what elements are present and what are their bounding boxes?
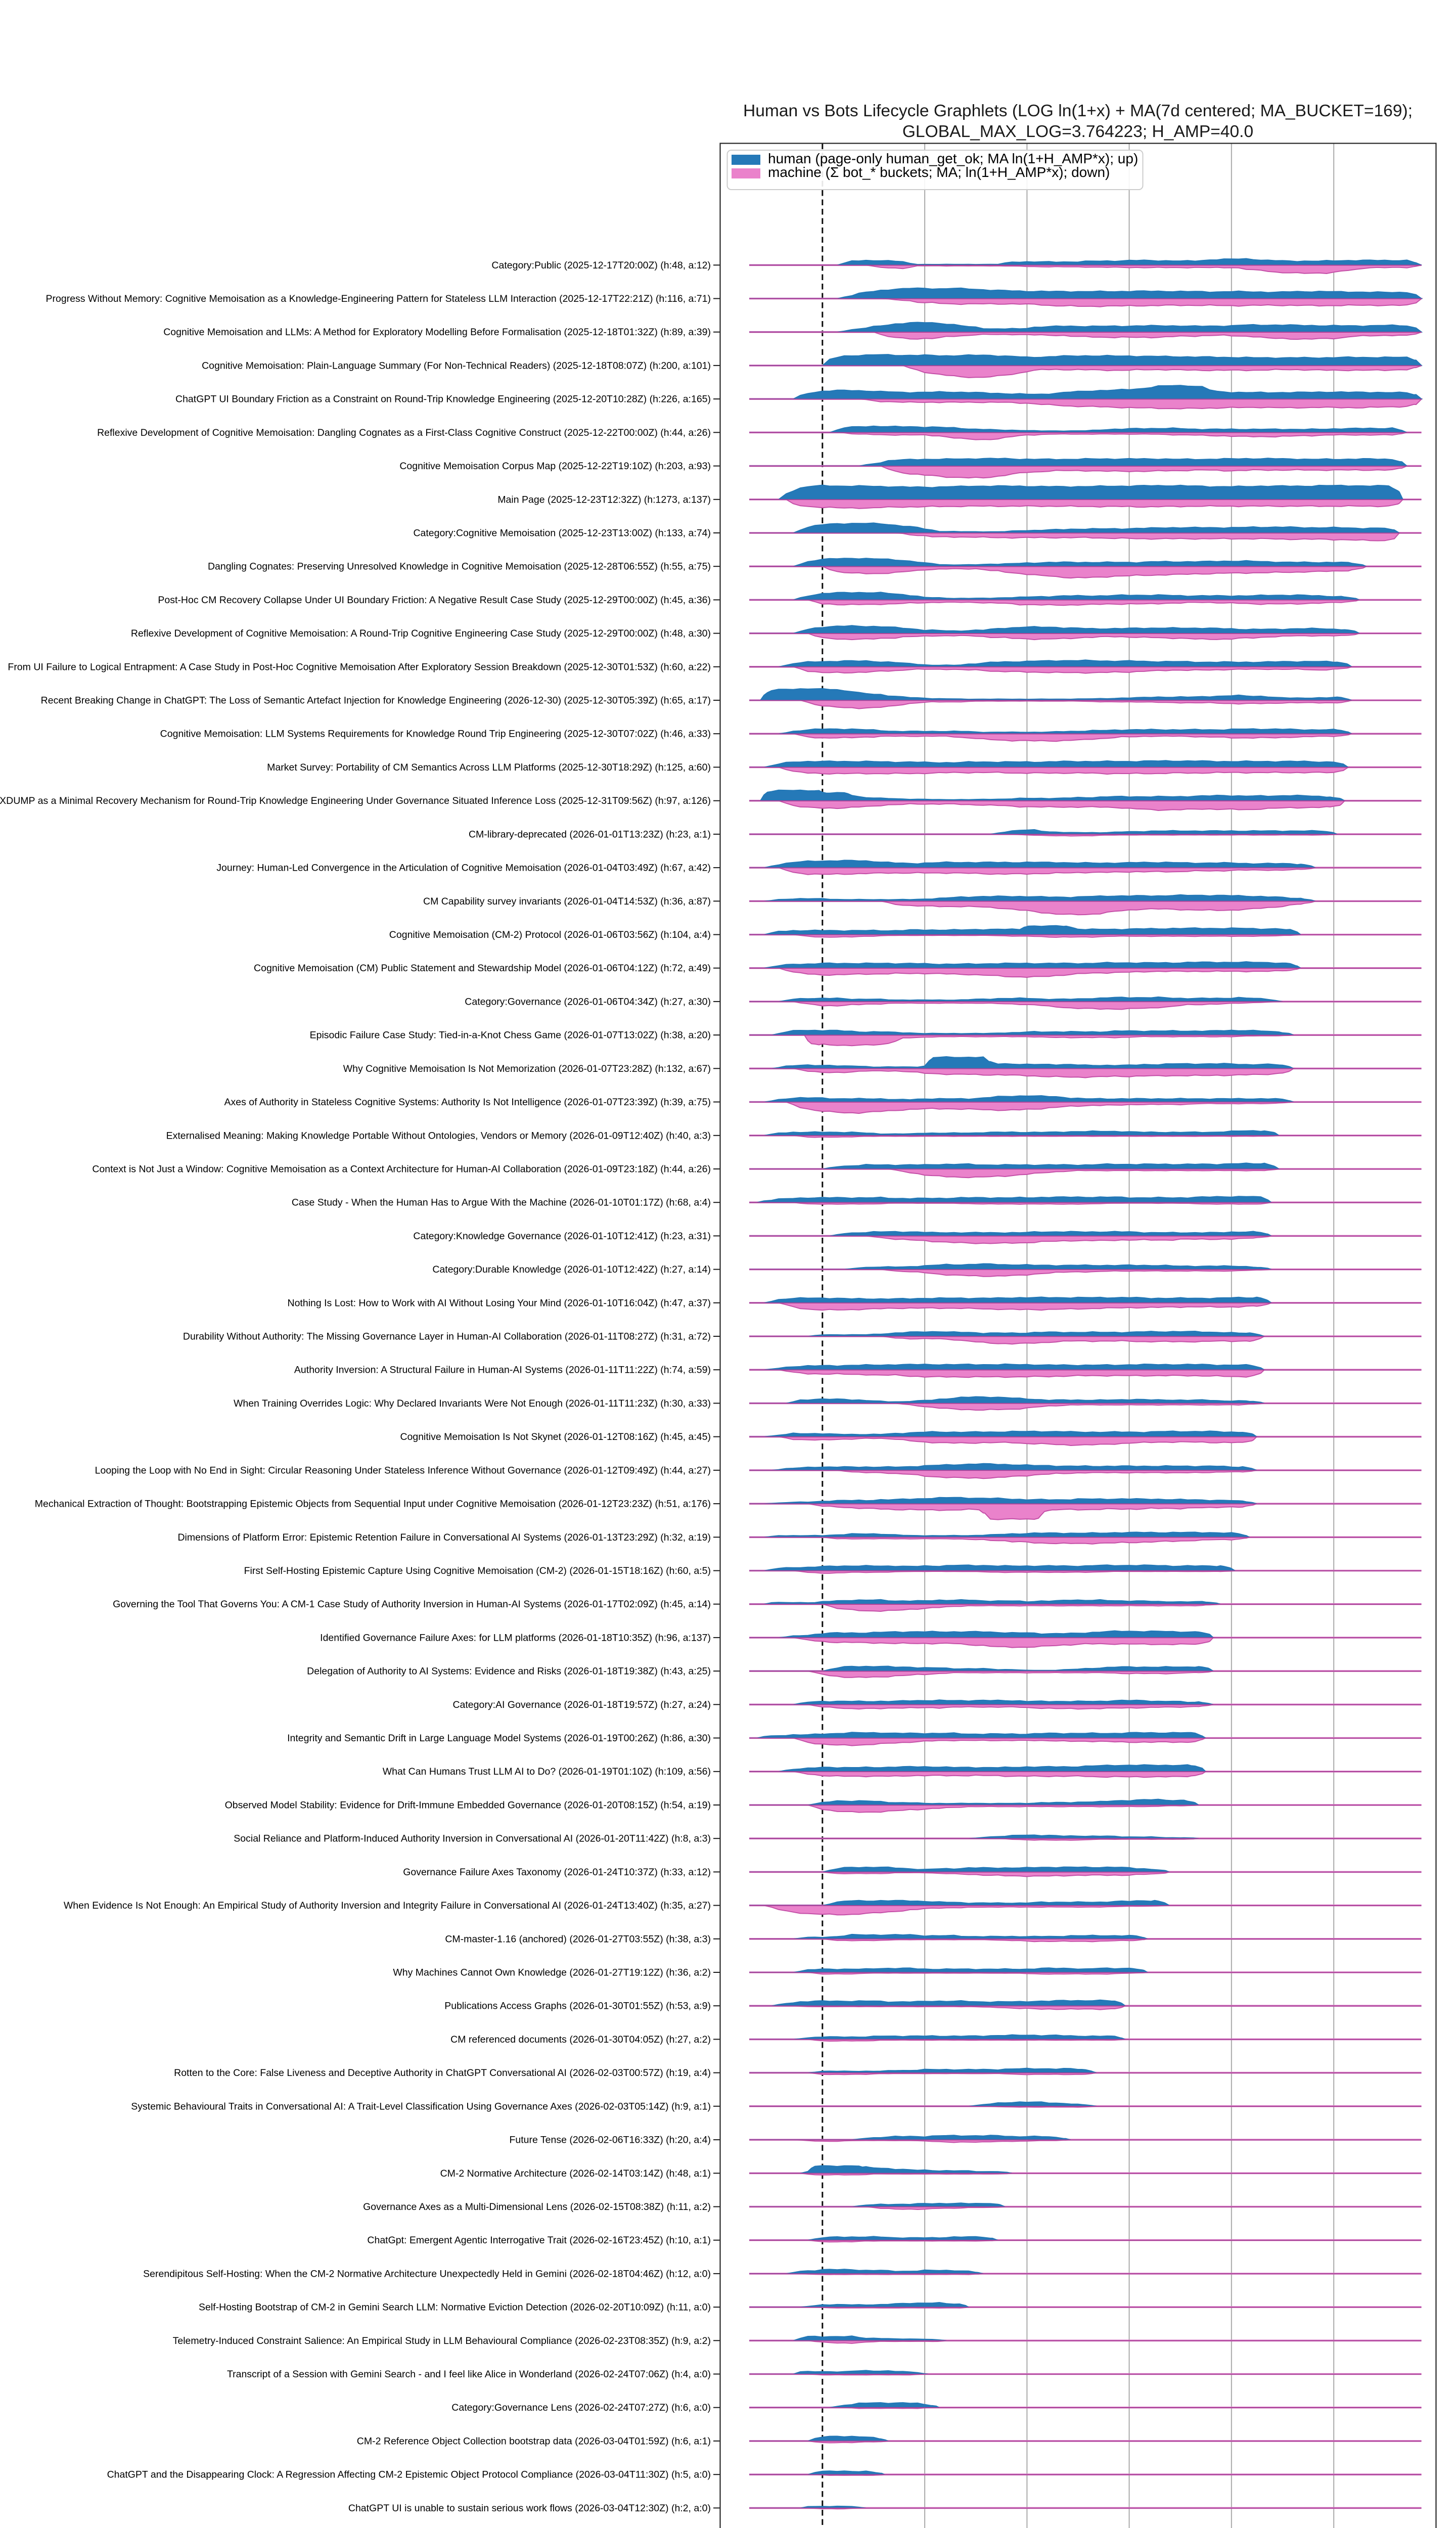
- svg-text:Episodic Failure Case Study: T: Episodic Failure Case Study: Tied-in-a-K…: [310, 1030, 711, 1041]
- svg-text:Reflexive Development of Cogni: Reflexive Development of Cognitive Memoi…: [97, 427, 711, 438]
- svg-text:Why Machines Cannot Own Knowle: Why Machines Cannot Own Knowledge (2026-…: [393, 1967, 711, 1978]
- svg-text:When Training Overrides Logic:: When Training Overrides Logic: Why Decla…: [234, 1398, 711, 1409]
- svg-text:CM-library-deprecated (2026-01: CM-library-deprecated (2026-01-01T13:23Z…: [469, 829, 711, 840]
- svg-text:Recent Breaking Change in Chat: Recent Breaking Change in ChatGPT: The L…: [41, 695, 711, 706]
- svg-text:Governance Axes as a Multi-Dim: Governance Axes as a Multi-Dimensional L…: [363, 2201, 711, 2213]
- svg-text:Category:AI Governance (2026-0: Category:AI Governance (2026-01-18T19:57…: [452, 1699, 711, 1710]
- svg-text:Cognitive Memoisation (CM-2) P: Cognitive Memoisation (CM-2) Protocol (2…: [389, 929, 711, 940]
- svg-text:Governance Failure Axes Taxono: Governance Failure Axes Taxonomy (2026-0…: [403, 1867, 711, 1878]
- svg-text:Why Cognitive Memoisation Is N: Why Cognitive Memoisation Is Not Memoriz…: [343, 1063, 711, 1074]
- svg-text:Context is Not Just a Window:: Context is Not Just a Window: Cognitive …: [92, 1164, 711, 1175]
- svg-text:Main Page (2025-12-23T12:32Z): Main Page (2025-12-23T12:32Z) (h:1273, a…: [497, 494, 711, 505]
- svg-text:Rotten to the Core: False Live: Rotten to the Core: False Liveness and D…: [174, 2067, 711, 2079]
- svg-text:human (page-only human_get_ok;: human (page-only human_get_ok; MA ln(1+H…: [768, 151, 1138, 166]
- svg-text:Cognitive Memoisation and LLMs: Cognitive Memoisation and LLMs: A Method…: [163, 327, 711, 338]
- svg-text:Axes of Authority in Stateless: Axes of Authority in Stateless Cognitive…: [224, 1097, 711, 1108]
- svg-text:Mechanical Extraction of Thoug: Mechanical Extraction of Thought: Bootst…: [35, 1499, 711, 1510]
- svg-text:Cognitive Memoisation: LLM Sys: Cognitive Memoisation: LLM Systems Requi…: [160, 729, 711, 740]
- svg-text:Dimensions of Platform Error:: Dimensions of Platform Error: Epistemic …: [177, 1532, 711, 1543]
- svg-text:Category:Public (2025-12-17T20: Category:Public (2025-12-17T20:00Z) (h:4…: [491, 260, 711, 271]
- svg-text:Telemetry-Induced Constraint S: Telemetry-Induced Constraint Salience: A…: [173, 2335, 711, 2346]
- svg-text:XDUMP as a Minimal Recovery Me: XDUMP as a Minimal Recovery Mechanism fo…: [0, 795, 711, 806]
- svg-text:Delegation of Authority to AI: Delegation of Authority to AI Systems: E…: [307, 1666, 711, 1677]
- svg-text:Publications Access Graphs (20: Publications Access Graphs (2026-01-30T0…: [444, 2001, 711, 2012]
- svg-text:ChatGPT and the Disappearing C: ChatGPT and the Disappearing Clock: A Re…: [107, 2469, 711, 2480]
- svg-text:Category:Durable Knowledge (20: Category:Durable Knowledge (2026-01-10T1…: [432, 1264, 711, 1275]
- svg-text:ChatGPT UI Boundary Friction a: ChatGPT UI Boundary Friction as a Constr…: [175, 394, 711, 405]
- svg-text:ChatGPT UI is unable to sustai: ChatGPT UI is unable to sustain serious …: [348, 2503, 711, 2514]
- svg-text:Social Reliance and Platform-I: Social Reliance and Platform-Induced Aut…: [234, 1833, 711, 1844]
- svg-text:Transcript of a Session with G: Transcript of a Session with Gemini Sear…: [227, 2369, 711, 2380]
- svg-text:Category:Governance (2026-01-0: Category:Governance (2026-01-06T04:34Z) …: [465, 996, 711, 1007]
- svg-text:Cognitive Memoisation Corpus M: Cognitive Memoisation Corpus Map (2025-1…: [399, 461, 711, 472]
- svg-text:Externalised Meaning: Making K: Externalised Meaning: Making Knowledge P…: [166, 1130, 711, 1141]
- svg-text:CM-master-1.16 (anchored) (202: CM-master-1.16 (anchored) (2026-01-27T03…: [445, 1933, 711, 1945]
- svg-text:Serendipitous Self-Hosting: Wh: Serendipitous Self-Hosting: When the CM-…: [143, 2268, 711, 2279]
- svg-text:Reflexive Development of Cogni: Reflexive Development of Cognitive Memoi…: [131, 628, 711, 639]
- svg-text:Future Tense (2026-02-06T16:33: Future Tense (2026-02-06T16:33Z) (h:20, …: [509, 2135, 711, 2146]
- svg-text:Human vs Bots Lifecycle Graphl: Human vs Bots Lifecycle Graphlets (LOG l…: [743, 102, 1413, 120]
- svg-text:When Evidence Is Not Enough: A: When Evidence Is Not Enough: An Empirica…: [64, 1900, 711, 1911]
- svg-text:Category:Governance Lens (2026: Category:Governance Lens (2026-02-24T07:…: [451, 2402, 711, 2413]
- svg-text:CM-2 Normative Architecture (2: CM-2 Normative Architecture (2026-02-14T…: [440, 2168, 711, 2179]
- svg-text:CM-2 Reference Object Collecti: CM-2 Reference Object Collection bootstr…: [357, 2435, 711, 2447]
- svg-text:CM referenced documents (2026-: CM referenced documents (2026-01-30T04:0…: [450, 2034, 711, 2045]
- svg-text:Identified Governance Failure: Identified Governance Failure Axes: for …: [320, 1632, 711, 1643]
- svg-text:Post-Hoc CM Recovery Collapse: Post-Hoc CM Recovery Collapse Under UI B…: [158, 595, 711, 606]
- svg-text:Category:Cognitive Memoisation: Category:Cognitive Memoisation (2025-12-…: [413, 528, 711, 539]
- svg-text:Authority Inversion: A Structu: Authority Inversion: A Structural Failur…: [294, 1365, 711, 1376]
- svg-text:Cognitive Memoisation: Plain-L: Cognitive Memoisation: Plain-Language Su…: [202, 360, 711, 371]
- svg-text:Governing the Tool That Govern: Governing the Tool That Governs You: A C…: [113, 1599, 711, 1610]
- svg-text:Nothing Is Lost: How to Work w: Nothing Is Lost: How to Work with AI Wit…: [288, 1297, 711, 1308]
- svg-text:Journey: Human-Led Convergence: Journey: Human-Led Convergence in the Ar…: [216, 863, 711, 874]
- svg-text:Dangling Cognates: Preserving: Dangling Cognates: Preserving Unresolved…: [208, 561, 711, 572]
- svg-text:CM Capability survey invariant: CM Capability survey invariants (2026-01…: [423, 896, 711, 907]
- svg-text:Looping the Loop with No End i: Looping the Loop with No End in Sight: C…: [95, 1465, 711, 1476]
- svg-text:Cognitive Memoisation (CM) Pub: Cognitive Memoisation (CM) Public Statem…: [254, 963, 711, 974]
- svg-text:Integrity and Semantic Drift i: Integrity and Semantic Drift in Large La…: [287, 1733, 711, 1744]
- svg-text:Observed Model Stability: Evid: Observed Model Stability: Evidence for D…: [225, 1800, 711, 1811]
- svg-text:Self-Hosting Bootstrap of CM-2: Self-Hosting Bootstrap of CM-2 in Gemini…: [199, 2302, 711, 2313]
- svg-text:Durability Without Authority:: Durability Without Authority: The Missin…: [183, 1331, 711, 1342]
- svg-text:Systemic Behavioural Traits in: Systemic Behavioural Traits in Conversat…: [131, 2101, 711, 2112]
- svg-text:GLOBAL_MAX_LOG=3.764223; H_AMP: GLOBAL_MAX_LOG=3.764223; H_AMP=40.0: [902, 122, 1253, 141]
- svg-text:Case Study - When the Human Ha: Case Study - When the Human Has to Argue…: [292, 1197, 711, 1208]
- svg-text:machine (Σ bot_* buckets; MA;: machine (Σ bot_* buckets; MA; ln(1+H_AMP…: [768, 164, 1110, 180]
- svg-text:From UI Failure to Logical Ent: From UI Failure to Logical Entrapment: A…: [8, 661, 711, 672]
- svg-text:First Self-Hosting Epistemic C: First Self-Hosting Epistemic Capture Usi…: [244, 1565, 711, 1576]
- svg-text:Market Survey: Portability of: Market Survey: Portability of CM Semanti…: [267, 762, 711, 773]
- svg-text:ChatGpt: Emergent Agentic Inte: ChatGpt: Emergent Agentic Interrogative …: [367, 2235, 711, 2246]
- svg-text:Category:Knowledge Governance: Category:Knowledge Governance (2026-01-1…: [413, 1231, 711, 1242]
- svg-text:Cognitive Memoisation Is Not S: Cognitive Memoisation Is Not Skynet (202…: [400, 1431, 711, 1442]
- svg-text:Progress Without Memory: Cogni: Progress Without Memory: Cognitive Memoi…: [46, 293, 711, 304]
- svg-text:What Can Humans Trust LLM AI t: What Can Humans Trust LLM AI to Do? (202…: [383, 1766, 711, 1777]
